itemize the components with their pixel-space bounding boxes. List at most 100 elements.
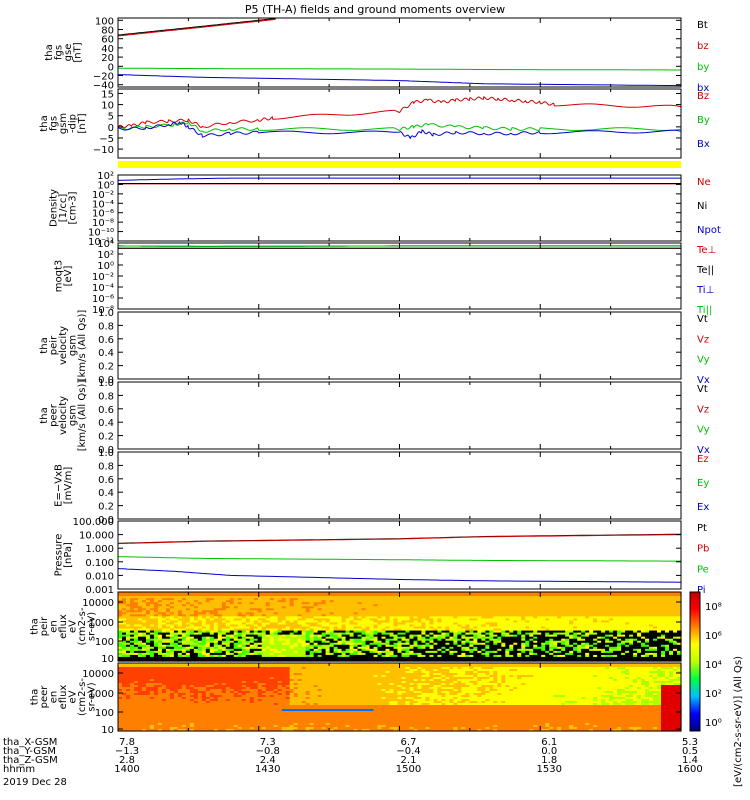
heatmap-cell bbox=[285, 626, 291, 630]
heatmap-cell bbox=[369, 622, 375, 626]
heatmap-cell bbox=[269, 636, 275, 640]
heatmap-cell bbox=[161, 654, 167, 658]
heatmap-cell bbox=[321, 596, 327, 599]
heatmap-cell bbox=[325, 610, 331, 613]
heatmap-cell bbox=[385, 608, 391, 611]
heatmap-cell bbox=[221, 632, 227, 636]
heatmap-cell bbox=[333, 658, 339, 662]
heatmap-cell bbox=[297, 610, 303, 613]
heatmap-cell bbox=[301, 640, 307, 644]
y-axis-label-line: [nPa] bbox=[63, 542, 74, 568]
heatmap-cell bbox=[149, 640, 155, 644]
heatmap-cell bbox=[293, 622, 299, 626]
heatmap-cell bbox=[157, 634, 163, 638]
heatmap-cell bbox=[201, 636, 207, 640]
heatmap-cell bbox=[253, 620, 259, 624]
y-tick-label: 0.4 bbox=[98, 348, 114, 359]
heatmap-cell bbox=[281, 616, 287, 619]
legend-entry: Pe bbox=[697, 564, 709, 575]
heatmap-cell bbox=[173, 634, 179, 638]
heatmap-cell bbox=[313, 652, 319, 656]
heatmap-cell bbox=[213, 604, 219, 607]
heatmap-cell bbox=[121, 612, 127, 615]
heatmap-cell bbox=[353, 618, 359, 622]
heatmap-cell bbox=[281, 636, 287, 640]
y-axis-label: moqt3[eV] bbox=[53, 260, 74, 293]
heatmap-cell bbox=[337, 608, 343, 611]
heatmap-cell bbox=[297, 656, 303, 660]
heatmap-cell bbox=[341, 592, 347, 595]
heatmap-cell bbox=[389, 656, 395, 660]
heatmap-cell bbox=[261, 600, 267, 603]
heatmap-cell bbox=[245, 616, 251, 619]
heatmap-cell bbox=[253, 608, 259, 611]
heatmap-cell bbox=[357, 658, 363, 662]
heatmap-cell bbox=[337, 658, 343, 662]
heatmap-cell bbox=[281, 598, 287, 601]
heatmap-cell bbox=[245, 642, 251, 646]
heatmap-cell bbox=[337, 604, 343, 607]
heatmap-cell bbox=[153, 656, 159, 660]
heatmap-cell bbox=[333, 596, 339, 599]
heatmap-cell bbox=[297, 622, 303, 626]
heatmap-cell bbox=[297, 620, 303, 624]
series-line-bz bbox=[117, 18, 276, 37]
heatmap-cell bbox=[385, 656, 391, 660]
y-axis-label-line: Pressure bbox=[53, 534, 64, 577]
heatmap-cell bbox=[253, 648, 259, 652]
heatmap-cell bbox=[305, 598, 311, 601]
heatmap-cell bbox=[193, 618, 199, 622]
heatmap-cell bbox=[121, 604, 127, 607]
heatmap-cell bbox=[273, 638, 279, 642]
heatmap-cell bbox=[285, 654, 291, 658]
heatmap-cell bbox=[313, 658, 319, 662]
series-line-by bbox=[117, 67, 681, 71]
heatmap-cell bbox=[321, 614, 327, 617]
heatmap-cell bbox=[129, 632, 135, 636]
heatmap-cell bbox=[165, 630, 171, 634]
heatmap-cell bbox=[173, 592, 179, 595]
y-tick-label: 0.0 bbox=[98, 375, 114, 386]
heatmap-cell bbox=[241, 608, 247, 611]
heatmap-cell bbox=[325, 636, 331, 640]
panel-frame bbox=[117, 381, 682, 450]
heatmap-cell bbox=[317, 612, 323, 615]
heatmap-cell bbox=[125, 626, 131, 630]
heatmap-cell bbox=[281, 632, 287, 636]
heatmap-cell bbox=[309, 636, 315, 640]
heatmap-cell bbox=[173, 638, 179, 642]
heatmap-cell bbox=[261, 598, 267, 601]
heatmap-cell bbox=[209, 598, 215, 601]
heatmap-cell bbox=[177, 626, 183, 630]
heatmap-cell bbox=[369, 656, 375, 660]
heatmap-cell bbox=[141, 610, 147, 613]
heatmap-cell bbox=[165, 624, 171, 628]
heatmap-cell bbox=[249, 640, 255, 644]
heatmap-cell bbox=[169, 650, 175, 654]
heatmap-cell bbox=[233, 594, 239, 597]
heatmap-cell bbox=[129, 648, 135, 652]
heatmap-cell bbox=[181, 622, 187, 626]
heatmap-cell bbox=[333, 598, 339, 601]
heatmap-cell bbox=[317, 618, 323, 622]
heatmap-cell bbox=[153, 624, 159, 628]
heatmap-cell bbox=[233, 638, 239, 642]
heatmap-cell bbox=[153, 638, 159, 642]
heatmap-cell bbox=[341, 622, 347, 626]
heatmap-cell bbox=[261, 606, 267, 609]
heatmap-cell bbox=[349, 622, 355, 626]
heatmap-cell bbox=[305, 594, 311, 597]
heatmap-cell bbox=[217, 604, 223, 607]
heatmap-cell bbox=[213, 648, 219, 652]
heatmap-cell bbox=[381, 644, 387, 648]
heatmap-cell bbox=[173, 602, 179, 605]
heatmap-cell bbox=[205, 598, 211, 601]
heatmap-cell bbox=[145, 592, 151, 595]
heatmap-cell bbox=[389, 630, 395, 634]
heatmap-cell bbox=[273, 598, 279, 601]
heatmap-cell bbox=[173, 630, 179, 634]
heatmap-cell bbox=[257, 654, 263, 658]
heatmap-cell bbox=[209, 610, 215, 613]
y-axis-label-line: gsm bbox=[68, 405, 79, 426]
heatmap-cell bbox=[169, 610, 175, 613]
